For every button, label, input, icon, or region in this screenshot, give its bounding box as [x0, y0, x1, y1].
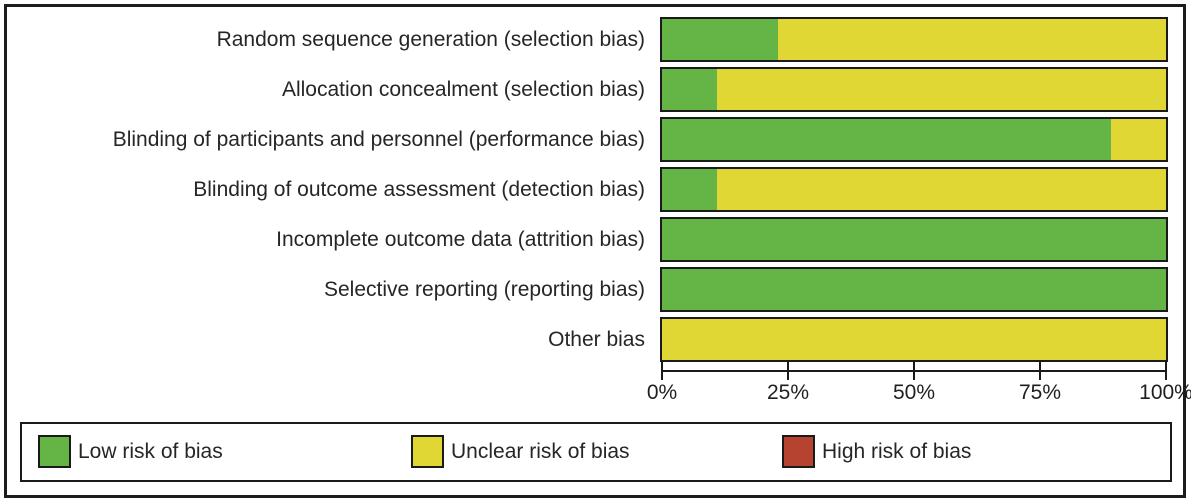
legend-label-low: Low risk of bias: [78, 439, 223, 463]
bar-segment-unclear: [662, 319, 1166, 360]
risk-bar-6: [660, 317, 1168, 362]
risk-bar-4: [660, 217, 1168, 262]
bar-segment-low: [662, 169, 718, 210]
risk-bar-5: [660, 267, 1168, 312]
legend-box: [20, 422, 1172, 482]
bar-segment-unclear: [777, 19, 1166, 60]
legend-swatch-high: [782, 435, 815, 468]
x-axis-tick-label-0: 0%: [646, 381, 678, 404]
risk-bar-1: [660, 67, 1168, 112]
x-axis-tick-label-4: 100%: [1139, 381, 1191, 404]
x-axis-tick-label-3: 75%: [1018, 381, 1062, 404]
x-axis-tick-3: [1039, 362, 1041, 380]
risk-bar-0: [660, 17, 1168, 62]
x-axis-tick-0: [661, 362, 663, 380]
x-axis-tick-label-1: 25%: [766, 381, 810, 404]
risk-bar-2: [660, 117, 1168, 162]
legend-swatch-low: [38, 435, 71, 468]
category-label-5: Selective reporting (reporting bias): [324, 277, 645, 301]
legend-label-unclear: Unclear risk of bias: [451, 439, 630, 463]
x-axis-tick-1: [787, 362, 789, 380]
category-label-1: Allocation concealment (selection bias): [281, 77, 645, 101]
category-label-6: Other bias: [548, 327, 645, 351]
bar-segment-unclear: [1110, 119, 1166, 160]
x-axis-tick-label-2: 50%: [892, 381, 936, 404]
bar-segment-low: [662, 19, 778, 60]
bar-segment-low: [662, 219, 1166, 260]
bar-segment-low: [662, 119, 1111, 160]
category-label-0: Random sequence generation (selection bi…: [216, 27, 645, 51]
category-label-3: Blinding of outcome assessment (detectio…: [193, 177, 645, 201]
bar-segment-unclear: [717, 169, 1166, 210]
x-axis-tick-2: [913, 362, 915, 380]
risk-bar-3: [660, 167, 1168, 212]
bar-segment-unclear: [717, 69, 1166, 110]
legend-swatch-unclear: [411, 435, 444, 468]
x-axis-tick-4: [1165, 362, 1167, 380]
category-label-4: Incomplete outcome data (attrition bias): [276, 227, 645, 251]
category-label-2: Blinding of participants and personnel (…: [112, 127, 645, 151]
bar-segment-low: [662, 269, 1166, 310]
legend-label-high: High risk of bias: [822, 439, 972, 463]
bar-segment-low: [662, 69, 718, 110]
